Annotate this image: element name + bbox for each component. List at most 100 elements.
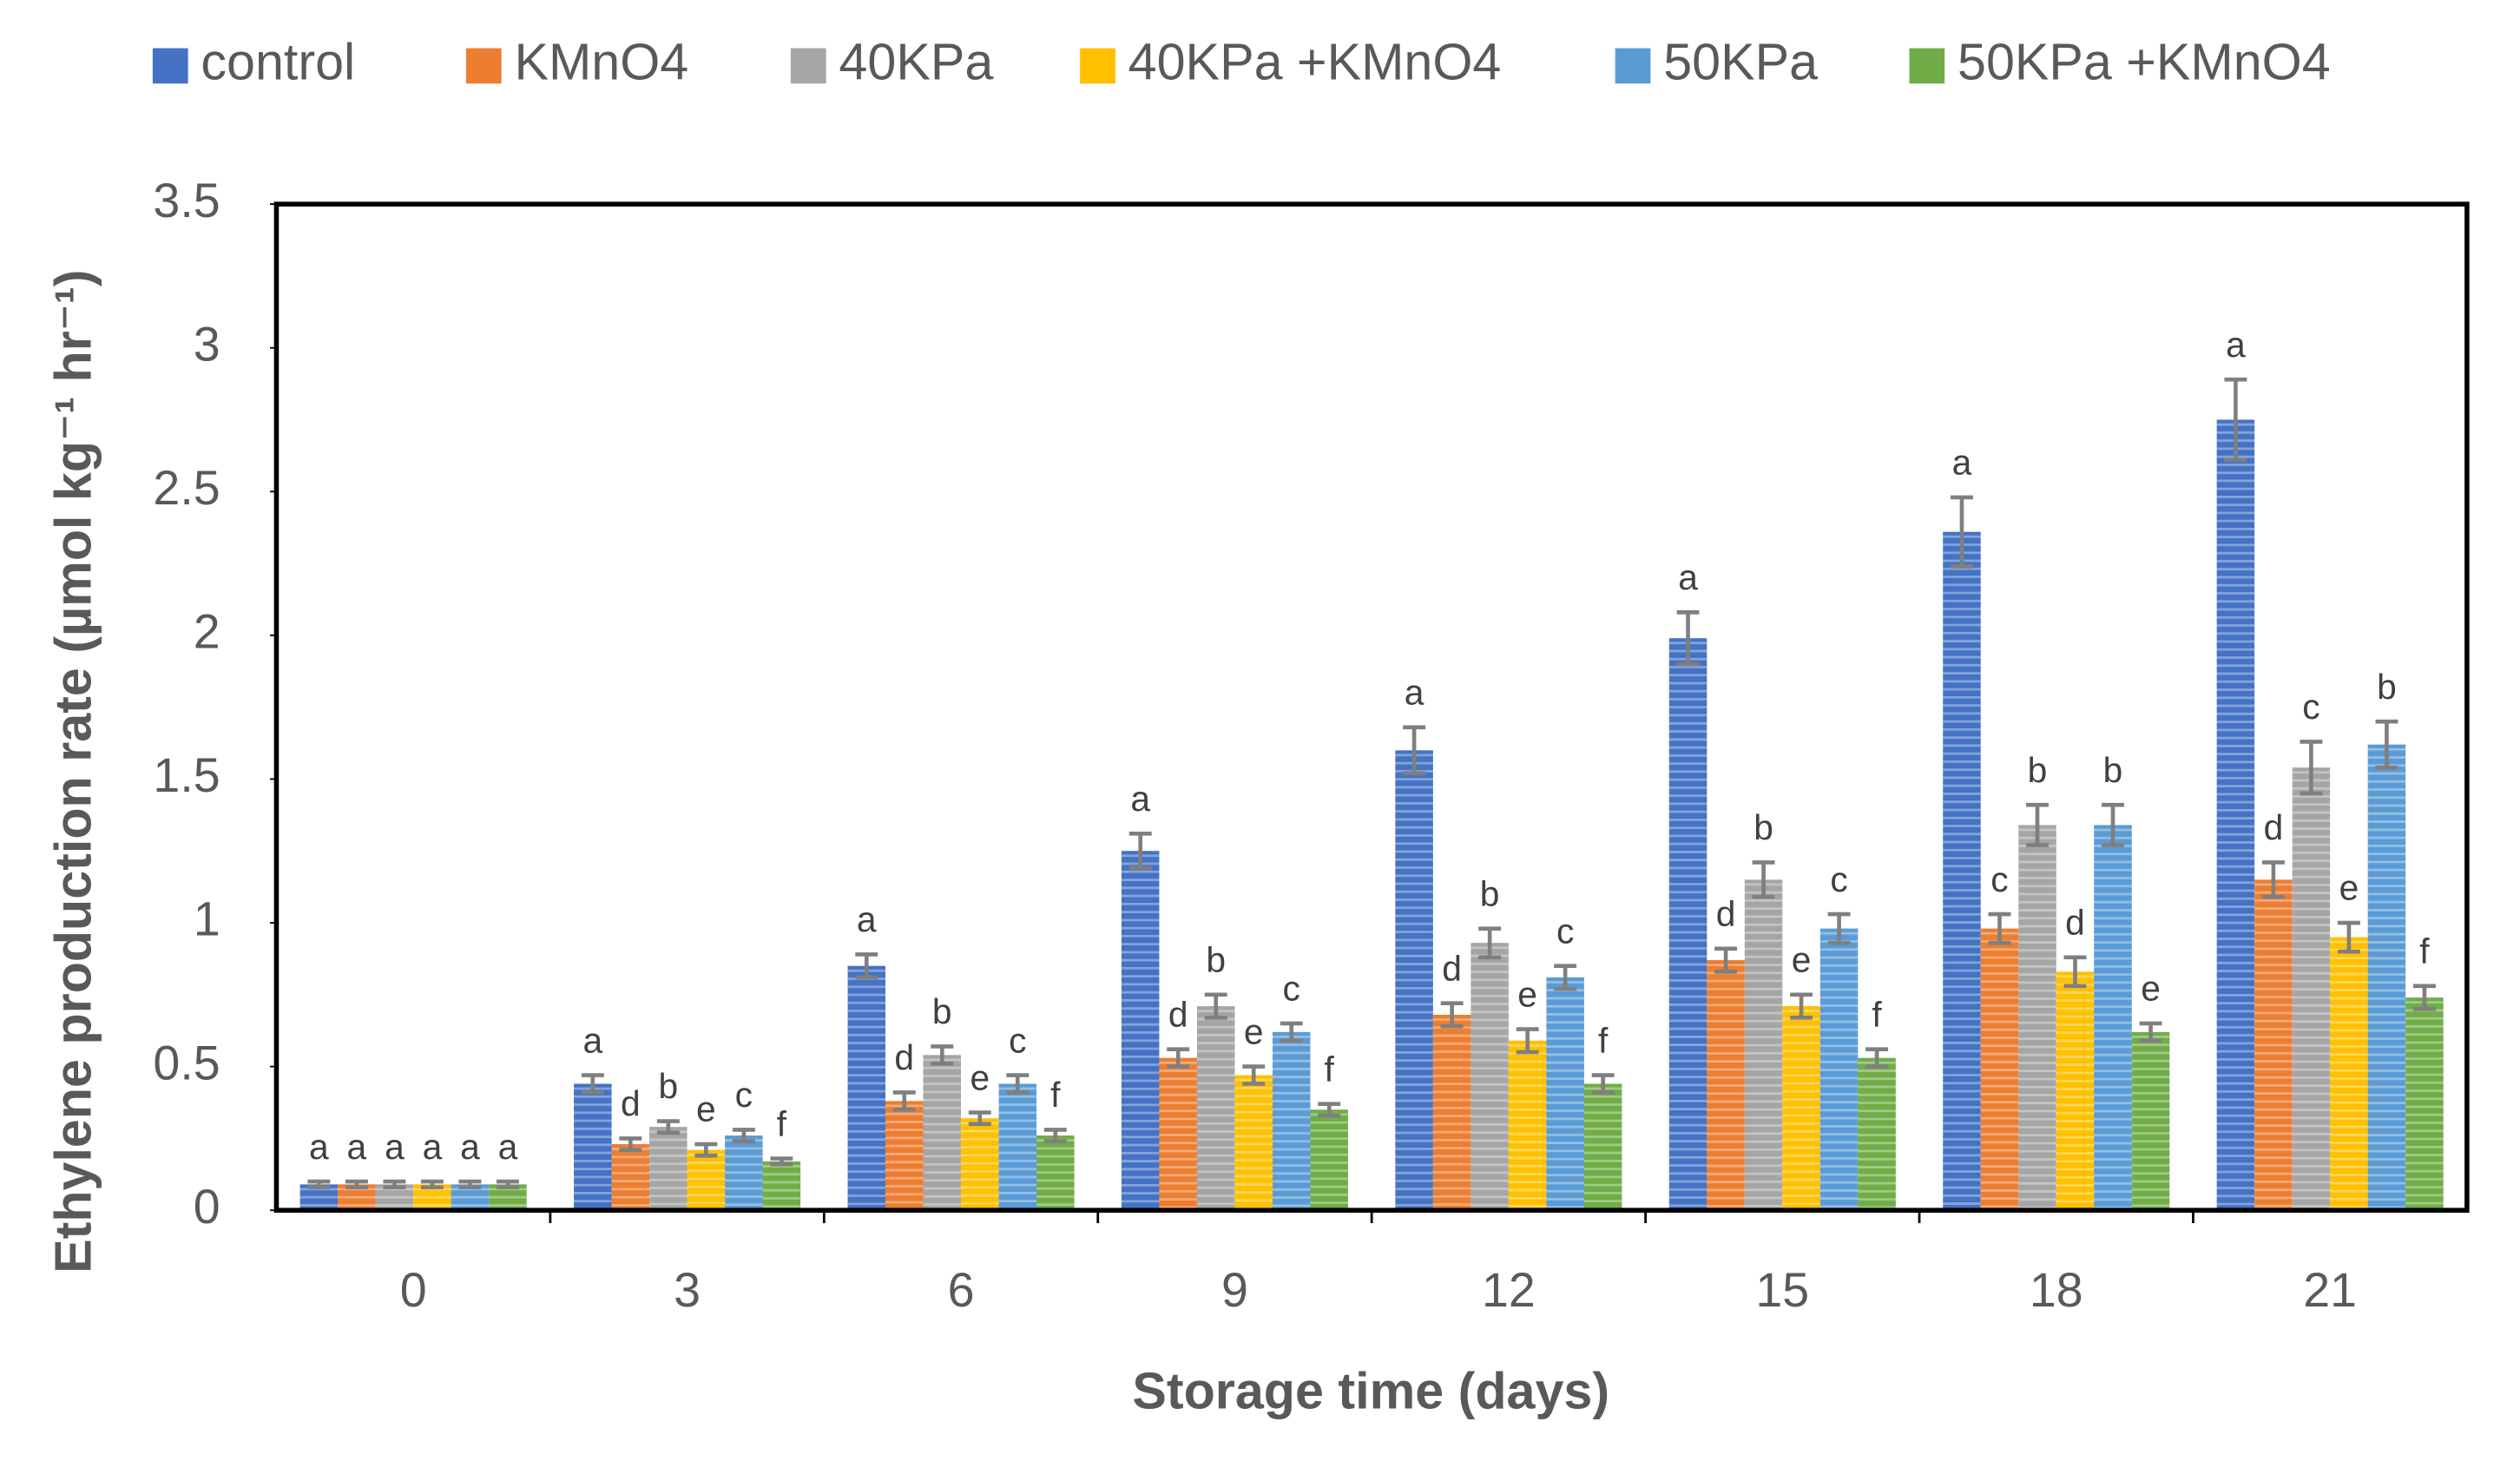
x-tick-label: 12 <box>1482 1263 1536 1317</box>
significance-letter: d <box>2065 902 2085 942</box>
significance-letter: a <box>2226 325 2246 365</box>
significance-letter: c <box>1283 969 1300 1009</box>
significance-letter: b <box>1206 940 1226 980</box>
significance-letter: a <box>309 1127 329 1167</box>
x-axis-title: Storage time (days) <box>1132 1362 1609 1420</box>
legend-swatch <box>1080 48 1115 84</box>
significance-letter: c <box>1830 859 1847 899</box>
significance-letter: c <box>1990 859 2008 899</box>
significance-letter: c <box>1556 911 1574 951</box>
legend-label: 50KPa +KMnO4 <box>1957 33 2331 91</box>
plot-frame <box>273 201 2470 1213</box>
significance-letter: f <box>1598 1020 1609 1060</box>
bar <box>1744 879 1783 1211</box>
x-tick-label: 21 <box>2303 1263 2357 1317</box>
significance-letter: e <box>970 1057 990 1097</box>
significance-letter: f <box>1050 1075 1061 1115</box>
significance-letter: b <box>659 1066 679 1106</box>
bar <box>847 965 886 1211</box>
x-tick-label: 15 <box>1755 1263 1809 1317</box>
y-tick-label: 1.5 <box>153 748 220 802</box>
significance-letter: d <box>894 1037 914 1077</box>
significance-letter: e <box>1244 1011 1264 1051</box>
bar <box>762 1161 801 1211</box>
significance-letter: b <box>2103 750 2123 790</box>
x-tick-label: 18 <box>2030 1263 2083 1317</box>
legend-swatch <box>152 48 188 84</box>
x-tick-label: 6 <box>948 1263 975 1317</box>
bar <box>1121 851 1160 1211</box>
bar <box>923 1055 962 1211</box>
significance-letter: e <box>696 1089 716 1129</box>
significance-letter: a <box>347 1127 367 1167</box>
bar <box>687 1149 726 1211</box>
significance-letter: b <box>2377 667 2397 707</box>
bar <box>2292 767 2331 1211</box>
bar <box>1310 1109 1348 1211</box>
bar <box>1858 1057 1896 1211</box>
bar <box>2254 879 2293 1211</box>
significance-letter: a <box>1952 443 1972 483</box>
bar <box>1159 1057 1197 1211</box>
bar <box>1196 1006 1235 1211</box>
y-tick-label: 2.5 <box>153 461 220 515</box>
bar <box>998 1083 1037 1211</box>
bar <box>2216 419 2255 1211</box>
bar <box>1272 1031 1311 1211</box>
bar <box>1471 943 1509 1211</box>
x-tick-label: 3 <box>674 1263 701 1317</box>
legend-label: KMnO4 <box>514 33 688 91</box>
legend-swatch <box>1909 48 1945 84</box>
significance-letter: d <box>1168 994 1188 1034</box>
significance-letter: f <box>1325 1049 1335 1089</box>
significance-letter: f <box>2419 931 2430 971</box>
significance-letter: a <box>857 899 877 939</box>
bar <box>2018 825 2056 1211</box>
significance-letter: b <box>1753 807 1773 847</box>
bar <box>1782 1006 1820 1211</box>
bar <box>2330 937 2368 1211</box>
significance-letter: c <box>2302 687 2319 727</box>
bar <box>885 1101 924 1211</box>
significance-letter: a <box>1130 779 1150 819</box>
y-tick-label: 0 <box>194 1180 220 1234</box>
bar <box>1943 531 1981 1211</box>
bar <box>2094 825 2132 1211</box>
significance-letter: e <box>1517 974 1537 1014</box>
significance-letter: f <box>777 1103 787 1143</box>
significance-letter: d <box>1442 948 1462 988</box>
bar <box>1036 1135 1075 1211</box>
bar <box>1707 960 1745 1211</box>
significance-letter: a <box>460 1127 480 1167</box>
legend-label: control <box>201 33 355 91</box>
significance-letter: a <box>423 1127 443 1167</box>
bar <box>1432 1014 1471 1211</box>
bar <box>1546 977 1584 1211</box>
significance-letter: a <box>385 1127 405 1167</box>
legend-label: 40KPa <box>839 33 993 91</box>
significance-letter: b <box>2028 750 2048 790</box>
bar <box>2131 1031 2170 1211</box>
bar <box>1980 928 2019 1211</box>
bar <box>2405 997 2444 1211</box>
legend-swatch <box>465 48 502 84</box>
legend-swatch <box>1615 48 1651 84</box>
bar <box>649 1127 688 1211</box>
y-tick-label: 1 <box>194 892 220 946</box>
bar <box>1819 928 1859 1211</box>
x-tick-label: 9 <box>1221 1263 1248 1317</box>
bar <box>1583 1083 1622 1211</box>
bar <box>2367 744 2406 1211</box>
significance-letter: e <box>1792 940 1812 980</box>
legend-label: 50KPa <box>1663 33 1818 91</box>
bar <box>2056 971 2095 1211</box>
legend-label: 40KPa +KMnO4 <box>1128 33 1502 91</box>
bar <box>1508 1040 1547 1211</box>
significance-letter: a <box>582 1020 602 1060</box>
significance-letter: b <box>1480 873 1500 913</box>
significance-letter: e <box>2141 969 2161 1009</box>
significance-letter: a <box>1405 673 1424 713</box>
bar <box>1668 638 1707 1211</box>
significance-letter: b <box>932 991 952 1031</box>
